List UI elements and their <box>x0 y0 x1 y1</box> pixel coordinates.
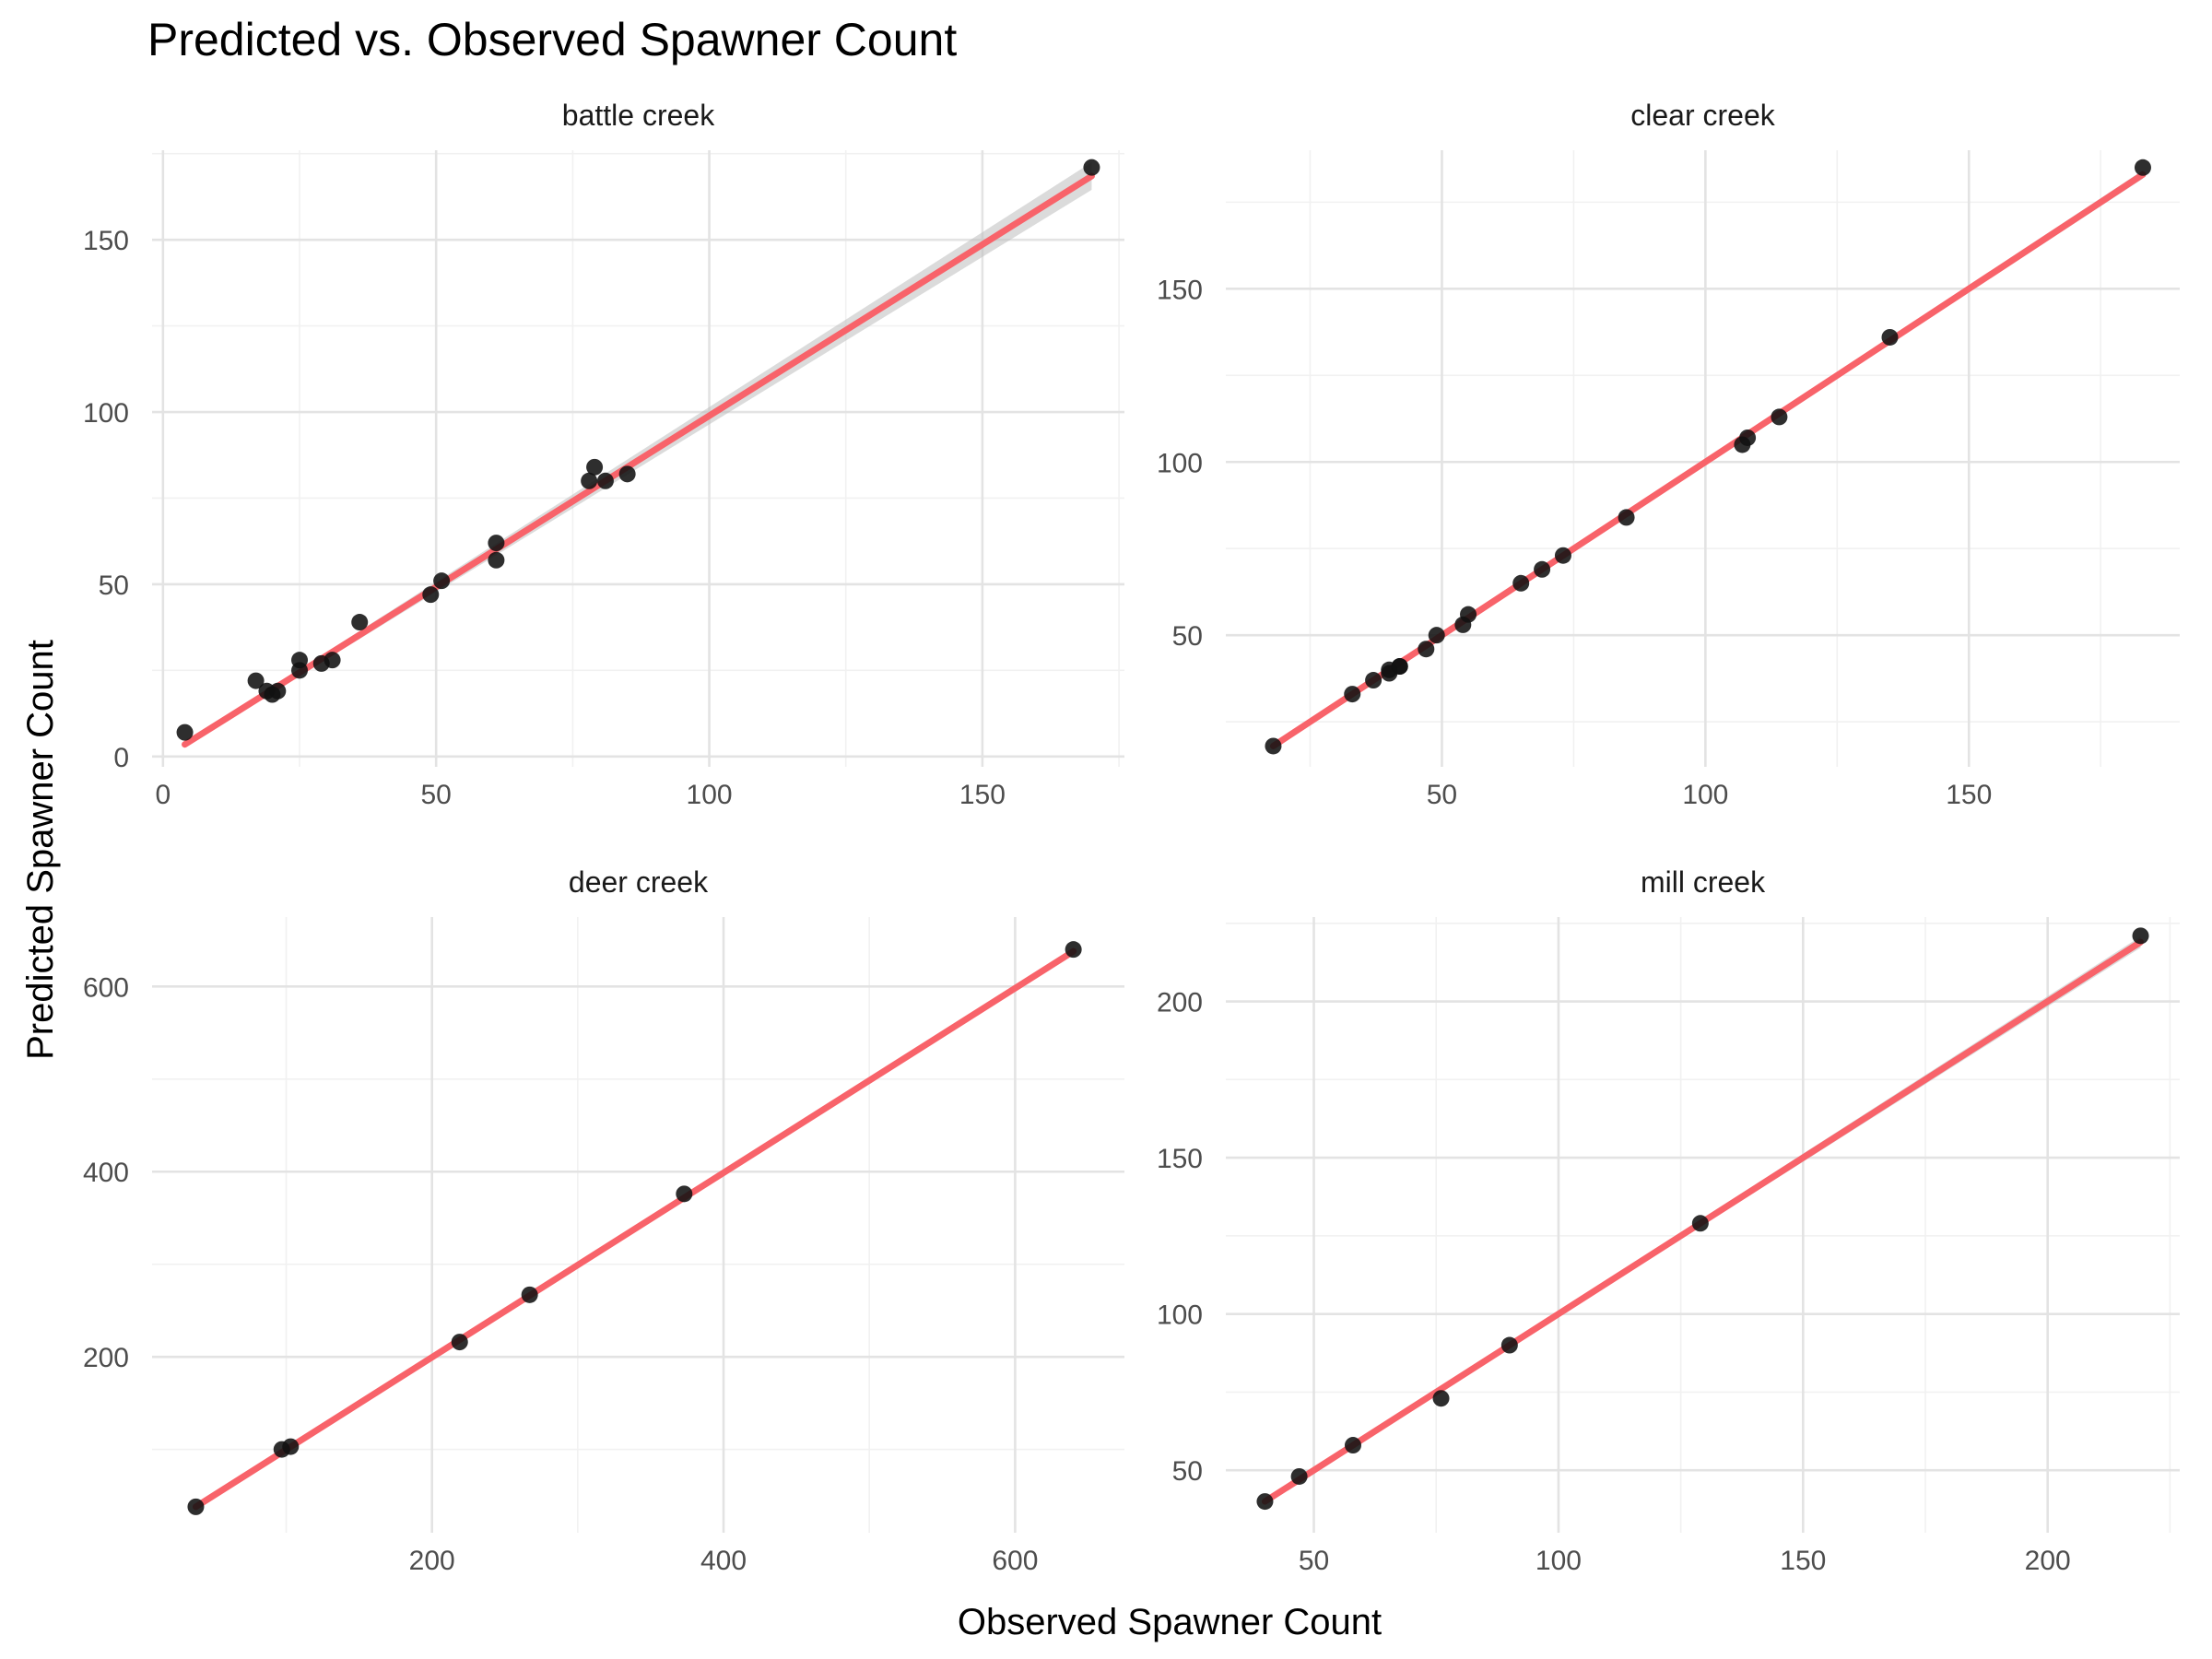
data-point <box>187 1498 205 1515</box>
data-point <box>1290 1467 1308 1485</box>
panel-deer-creek: 200 400 600 200 400 600 deer creek <box>83 865 1124 1576</box>
data-point <box>1534 560 1551 578</box>
x-tick-label: 150 <box>1946 780 1992 810</box>
data-point <box>1344 686 1361 703</box>
data-point <box>1265 737 1282 755</box>
data-point <box>1512 574 1530 592</box>
y-tick-label: 100 <box>1157 448 1203 478</box>
x-tick-label: 400 <box>700 1546 747 1576</box>
y-tick-label: 600 <box>83 972 129 1003</box>
data-point <box>1256 1493 1274 1511</box>
data-point <box>269 682 287 700</box>
panel-battle-creek: 0 50 100 150 0 50 100 150 battle creek <box>83 99 1124 810</box>
y-tick-label: 0 <box>113 743 129 773</box>
x-tick-label: 50 <box>1427 780 1457 810</box>
data-point <box>351 614 369 631</box>
data-point <box>1428 627 1445 644</box>
data-point <box>451 1334 468 1351</box>
x-tick-label: 0 <box>156 780 171 810</box>
data-point <box>586 458 604 476</box>
data-point <box>1345 1437 1361 1454</box>
data-point <box>1365 672 1382 689</box>
x-tick-label: 100 <box>687 780 733 810</box>
x-tick-label: 150 <box>1780 1546 1826 1576</box>
chart-title: Predicted vs. Observed Spawner Count <box>147 14 957 65</box>
y-tick-label: 50 <box>1172 621 1203 652</box>
data-point <box>247 672 265 689</box>
data-point <box>618 465 636 483</box>
fit-line <box>192 947 1077 1511</box>
data-point <box>1391 658 1408 676</box>
y-tick-label: 200 <box>83 1343 129 1373</box>
facet-label-deer-creek: deer creek <box>569 865 709 899</box>
data-point <box>676 1185 693 1203</box>
data-point <box>1881 328 1899 346</box>
data-point <box>1739 429 1757 446</box>
data-point <box>433 572 451 590</box>
data-point <box>1065 941 1082 959</box>
data-point <box>422 586 440 604</box>
y-tick-label: 150 <box>1157 275 1203 305</box>
data-point <box>324 652 341 669</box>
x-tick-label: 150 <box>959 780 1006 810</box>
data-point <box>1618 509 1635 526</box>
data-point <box>1083 159 1100 176</box>
y-tick-label: 100 <box>1157 1300 1203 1331</box>
data-point <box>521 1286 538 1303</box>
data-point <box>488 551 505 569</box>
x-tick-label: 100 <box>1535 1546 1582 1576</box>
facet-label-mill-creek: mill creek <box>1641 865 1766 899</box>
data-point <box>1554 547 1571 564</box>
x-tick-label: 50 <box>1299 1546 1329 1576</box>
x-tick-label: 200 <box>409 1546 455 1576</box>
y-tick-label: 150 <box>1157 1144 1203 1174</box>
x-tick-label: 100 <box>1682 780 1728 810</box>
data-point <box>291 662 309 679</box>
facet-label-battle-creek: battle creek <box>562 99 715 132</box>
x-tick-label: 600 <box>992 1546 1038 1576</box>
facet-label-clear-creek: clear creek <box>1630 99 1776 132</box>
data-point <box>581 472 598 489</box>
data-point <box>2134 159 2151 176</box>
data-point <box>1460 606 1477 623</box>
y-axis-title: Predicted Spawner Count <box>20 640 61 1060</box>
y-tick-label: 200 <box>1157 988 1203 1018</box>
data-point <box>1418 641 1435 658</box>
data-point <box>1432 1390 1450 1407</box>
y-tick-label: 150 <box>83 226 129 256</box>
panel-mill-creek: 50 100 150 200 50 100 150 200 mill creek <box>1157 865 2180 1576</box>
data-point <box>2132 927 2149 945</box>
y-tick-label: 100 <box>83 398 129 429</box>
x-tick-label: 200 <box>2025 1546 2071 1576</box>
y-tick-label: 400 <box>83 1158 129 1188</box>
y-tick-label: 50 <box>99 571 129 601</box>
data-point <box>1691 1215 1709 1232</box>
data-point <box>282 1438 300 1455</box>
data-point <box>596 472 614 489</box>
data-point <box>1771 408 1788 426</box>
data-point <box>488 535 505 552</box>
data-point <box>1500 1336 1518 1354</box>
fit-line <box>182 172 1095 748</box>
panel-clear-creek: 50 100 150 50 100 150 clear creek <box>1157 99 2180 810</box>
x-axis-title: Observed Spawner Count <box>958 1602 1382 1642</box>
x-tick-label: 50 <box>421 780 452 810</box>
y-tick-label: 50 <box>1172 1456 1203 1487</box>
data-point <box>176 724 194 741</box>
